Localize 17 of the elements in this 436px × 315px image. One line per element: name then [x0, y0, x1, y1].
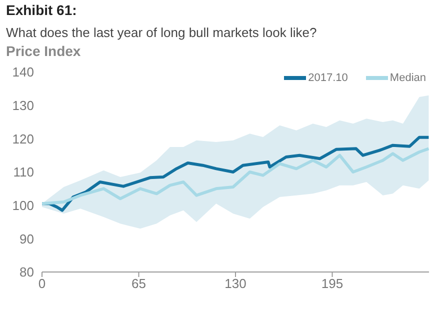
chart-title: Exhibit 61: [6, 2, 77, 18]
chart-subtitle: What does the last year of long bull markets look like? [6, 25, 317, 40]
y-tick-label: 120 [12, 131, 34, 146]
y-tick-label: 90 [20, 231, 34, 246]
y-axis-title: Price Index [6, 43, 81, 59]
x-tick-label: 130 [224, 276, 246, 292]
y-tick-label: 130 [12, 98, 34, 113]
y-tick-label: 110 [13, 164, 34, 180]
legend-label: 2017.10 [308, 72, 348, 84]
y-tick-label: 140 [12, 64, 34, 80]
y-tick-label: 100 [12, 198, 34, 213]
x-tick-label: 195 [321, 276, 344, 292]
x-tick-label: 65 [132, 276, 146, 292]
legend-label: Median [390, 72, 426, 84]
line-series [42, 147, 429, 206]
y-tick-label: 80 [20, 264, 34, 280]
x-tick-label: 0 [38, 276, 46, 292]
